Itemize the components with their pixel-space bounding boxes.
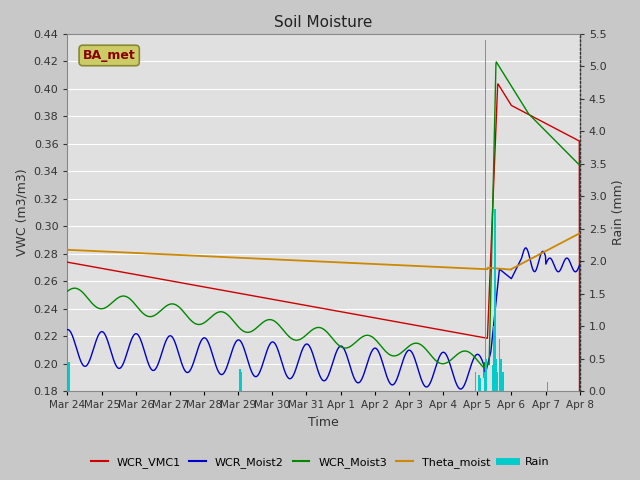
Text: BA_met: BA_met xyxy=(83,49,136,62)
Bar xyxy=(68,362,70,391)
Y-axis label: Rain (mm): Rain (mm) xyxy=(612,180,625,245)
Bar xyxy=(480,378,481,391)
Bar xyxy=(493,326,494,391)
Bar xyxy=(547,382,548,391)
Bar xyxy=(497,372,499,391)
Bar xyxy=(494,209,495,391)
Bar xyxy=(485,40,486,391)
Bar xyxy=(475,372,476,391)
Bar xyxy=(502,372,504,391)
X-axis label: Time: Time xyxy=(308,416,339,429)
Bar xyxy=(486,359,488,391)
Bar xyxy=(478,375,479,391)
Bar xyxy=(495,359,497,391)
Y-axis label: VWC (m3/m3): VWC (m3/m3) xyxy=(15,169,28,256)
Title: Soil Moisture: Soil Moisture xyxy=(275,15,372,30)
Bar xyxy=(499,339,500,391)
Bar xyxy=(500,359,502,391)
Bar xyxy=(484,372,485,391)
Legend: WCR_VMC1, WCR_Moist2, WCR_Moist3, Theta_moist, Rain: WCR_VMC1, WCR_Moist2, WCR_Moist3, Theta_… xyxy=(86,452,554,472)
Bar xyxy=(239,369,241,391)
Bar xyxy=(241,372,243,391)
Bar xyxy=(492,365,493,391)
